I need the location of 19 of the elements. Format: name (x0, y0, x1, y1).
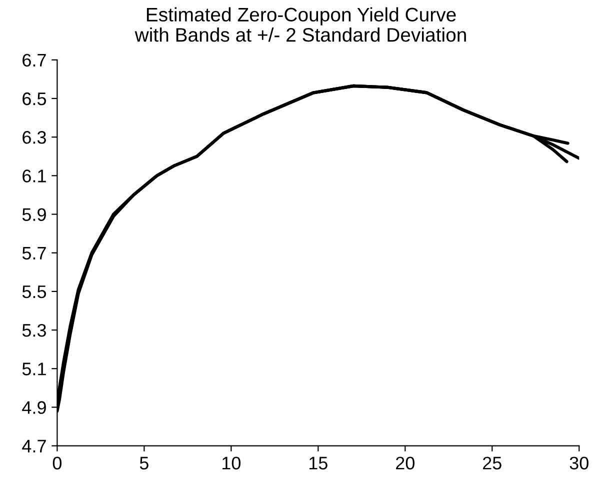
y-tick-label: 5.1 (22, 362, 46, 376)
chart-title: Estimated Zero-Coupon Yield Curve with Bands at +/- 2 Standard Deviation (134, 7, 466, 42)
y-tick-label: 5.7 (22, 246, 46, 260)
y-tick-label: 6.1 (22, 170, 46, 182)
x-tick-label: 20 (396, 456, 414, 470)
x-tick-label: 30 (570, 456, 588, 470)
y-tick-label: 6.3 (22, 131, 46, 144)
y-tick-label: 5.5 (22, 286, 46, 298)
y-tick-label: 6.7 (22, 54, 46, 67)
y-tick-label: 5.3 (22, 324, 46, 337)
x-tick-label: 10 (222, 456, 241, 470)
x-tick-label: 5 (140, 456, 148, 470)
y-tick-label: 5.9 (22, 208, 46, 221)
x-tick-label: 15 (309, 456, 328, 470)
y-tick-label: 4.7 (22, 440, 46, 452)
x-tick-label: 25 (483, 456, 502, 470)
y-tick-label: 6.5 (22, 92, 46, 106)
y-tick-label: 4.9 (22, 401, 46, 414)
x-tick-label: 0 (52, 456, 62, 470)
